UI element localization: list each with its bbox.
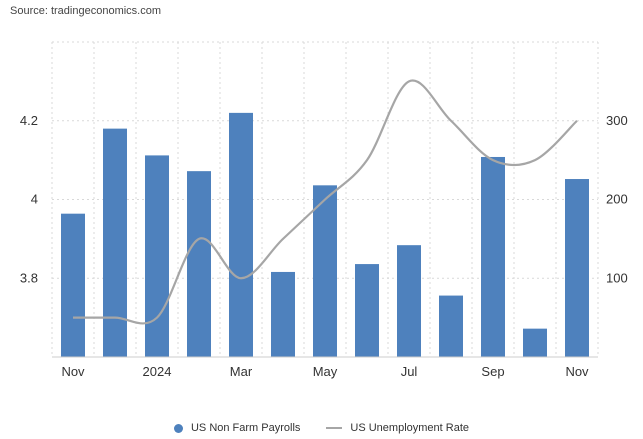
axes: 3.8 4 4.2 100 200 300 Nov 2024 Mar May Jul Sep Nov xyxy=(20,113,628,379)
x-axis-tick-label: 2024 xyxy=(143,364,172,379)
bar-oct xyxy=(523,328,547,357)
line-swatch-icon xyxy=(326,427,343,429)
bar-swatch-icon xyxy=(173,423,183,433)
right-axis-tick-label: 300 xyxy=(606,113,628,128)
x-axis-tick-label: Nov xyxy=(565,364,589,379)
right-axis-tick-label: 100 xyxy=(606,270,628,285)
bar-dec xyxy=(103,128,127,357)
x-axis-tick-label: Jul xyxy=(401,364,418,379)
unemployment-rate-line xyxy=(73,79,578,325)
bar-2024 xyxy=(145,155,169,357)
bar-jul xyxy=(397,245,421,357)
bar-sep xyxy=(481,156,505,357)
bar-jun xyxy=(355,264,379,357)
line-series xyxy=(73,79,578,325)
x-axis-tick-label: Mar xyxy=(230,364,253,379)
left-axis-tick-label: 3.8 xyxy=(20,270,38,285)
bar-feb xyxy=(187,171,211,357)
legend-item-unemployment[interactable]: US Unemployment Rate xyxy=(326,422,469,434)
legend-item-payrolls[interactable]: US Non Farm Payrolls xyxy=(173,422,301,434)
x-axis-tick-label: Sep xyxy=(481,364,504,379)
source-label: Source: tradingeconomics.com xyxy=(10,5,162,17)
left-axis-tick-label: 4 xyxy=(31,192,38,207)
bar-series xyxy=(61,112,589,357)
bar-may xyxy=(313,185,337,357)
bar-nov xyxy=(61,213,85,357)
bar-nov xyxy=(565,179,589,357)
bar-apr xyxy=(271,271,295,357)
left-axis-tick-label: 4.2 xyxy=(20,113,38,128)
combo-chart: 3.8 4 4.2 100 200 300 Nov 2024 Mar May Jul Sep Nov xyxy=(20,41,628,379)
legend-label-payrolls: US Non Farm Payrolls xyxy=(190,422,301,434)
gridlines xyxy=(51,41,599,357)
bar-mar xyxy=(229,112,253,357)
bar-aug xyxy=(439,295,463,357)
legend: US Non Farm Payrolls US Unemployment Rat… xyxy=(0,422,643,434)
right-axis-tick-label: 200 xyxy=(606,192,628,207)
x-axis-tick-label: Nov xyxy=(61,364,85,379)
x-axis-tick-label: May xyxy=(313,364,338,379)
legend-label-unemployment: US Unemployment Rate xyxy=(350,422,470,434)
